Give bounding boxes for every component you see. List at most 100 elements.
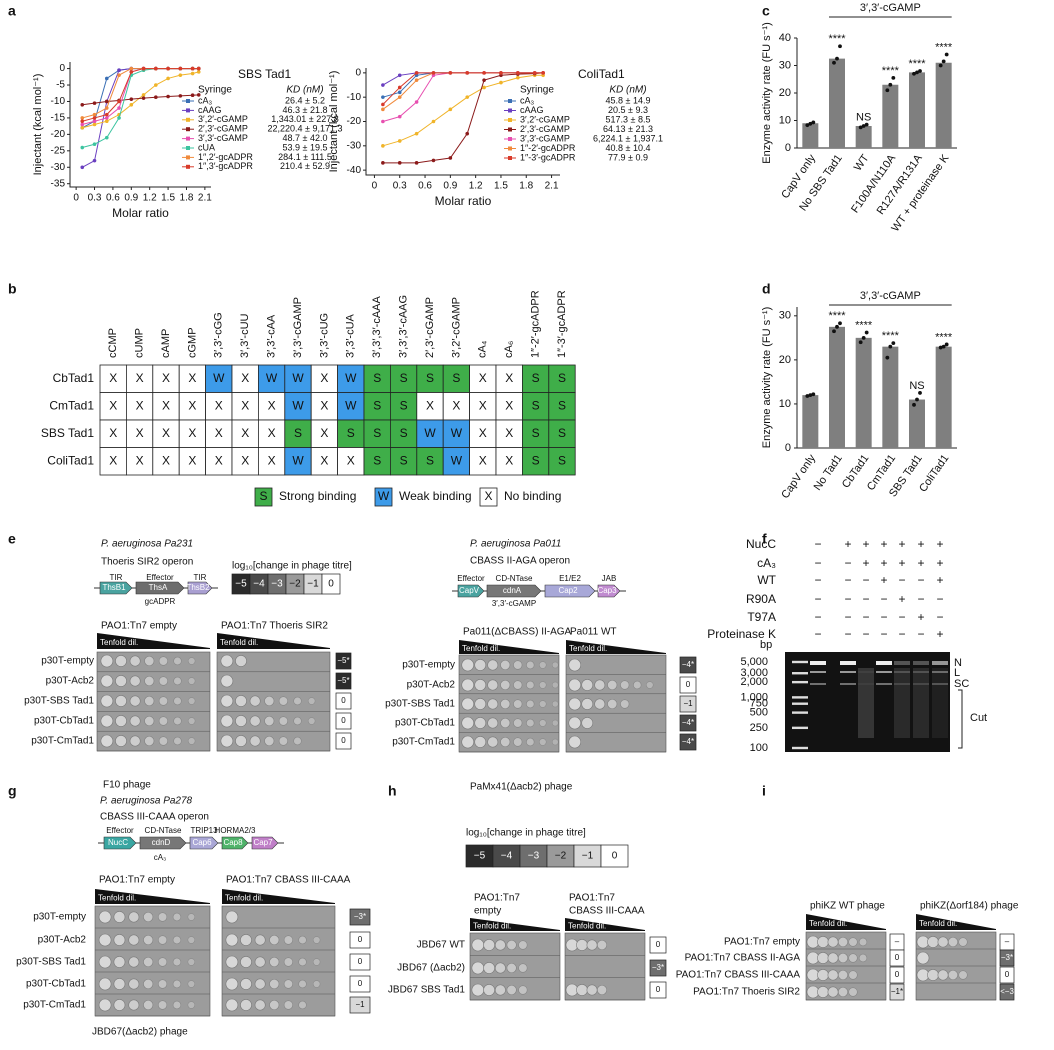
panel-label: h [388,783,397,799]
plaque-spot [128,934,140,946]
legend-swatch [508,108,512,113]
replicate-point [888,82,893,87]
legend-swatch [186,146,190,150]
titer-label: 0 [656,985,661,994]
plaque-spot [474,698,487,710]
legend-label: 3′,3′-cGAMP [520,133,570,143]
legend-value: 22,220.4 ± 9,171.3 [267,124,342,134]
titer-label: 0 [656,940,661,949]
legend-label: 3′,2′-cGAMP [198,114,248,124]
dilution-triangle [470,918,560,931]
panel-label: i [762,783,766,799]
y-tick-label: -20 [51,129,66,140]
replicate-point [808,393,813,398]
replicate-point [891,75,896,80]
data-point [104,116,109,120]
titer-box [999,966,1015,984]
plaque-spot [249,715,261,727]
plaque-spot [506,939,517,951]
gene-name: ThsA [149,583,168,592]
y-tick-label: -30 [347,140,362,151]
gel-band [840,661,856,665]
lane-sign: − [814,537,821,551]
plaque-spot [858,937,868,947]
cell-text: X [162,453,170,467]
plaque-spot [576,984,588,996]
data-point [397,90,402,95]
plaque-spot [143,978,154,990]
lane-sign: − [814,556,821,570]
dilution-label: Tenfold dil. [220,638,258,647]
y-tick-label: 10 [779,398,791,410]
data-point [80,116,85,120]
titer-label: −3* [1001,953,1013,962]
data-point [129,102,134,107]
data-point [516,75,520,80]
lane-sign: + [898,592,905,606]
plaque-spot [98,955,112,969]
gel-band [840,671,856,673]
plaque-spot [157,957,168,967]
plaque-spot [143,934,154,946]
plaque-spot [157,935,168,945]
legend-value: 284.1 ± 111.5 [278,152,332,162]
table-cell [205,364,233,393]
data-point [381,102,385,107]
plaque-spot [173,656,182,666]
legend-swatch [508,99,512,103]
plaque-spot [129,735,141,747]
condition-label: NucC [746,537,776,551]
table-cell [442,392,471,421]
plaque-spot [113,934,126,946]
cell-text: X [188,371,196,385]
data-point [381,119,385,124]
replicate-point [912,71,916,76]
titer-label: −1 [355,1000,365,1009]
table-cell [257,447,286,476]
ladder-label: 5,000 [740,656,768,668]
lane-sign: − [844,610,851,624]
plaque-spot [100,734,114,748]
gene-name: Cap8 [223,838,243,847]
plaque-spot [461,678,475,692]
data-point [448,107,453,112]
gene-arrow [135,581,185,595]
gel-band [932,671,948,673]
titer-label: 0 [341,716,346,725]
plaque-spot [98,977,112,991]
legend-value: 77.9 ± 0.9 [608,152,648,162]
data-point [80,102,85,107]
dilution-triangle [97,633,210,649]
data-point [92,116,97,120]
y-tick-label: 0 [355,68,361,79]
table-cell [389,392,418,421]
plaque-spot [538,700,547,708]
significance-label: **** [828,310,846,322]
plaque-spot [113,956,126,968]
cut-label: Cut [970,712,987,724]
x-tick-label: 1.8 [519,181,533,192]
cell-text: X [452,398,460,412]
legend-swatch [186,108,190,113]
cell-text: X [215,453,223,467]
row-label: PAO1:Tn7 CBASS II-AGA [685,953,801,964]
condition-label: R90A [746,592,776,606]
cell-text: X [109,371,117,385]
gel-band [913,671,929,673]
replicate-point [885,88,890,93]
plaque-spot [538,719,547,727]
x-tick-label: CapV only [779,452,818,501]
column-header: 3′,3′,3′-cAAA [371,296,383,358]
plaque-spot [947,969,959,981]
data-point [129,66,134,71]
plaque-spot [471,938,485,952]
significance-label: **** [882,330,900,342]
gene-arrow [457,584,485,598]
plaque-spot [827,969,839,981]
dilution-label: Tenfold dil. [809,919,847,928]
row-label: p30T-Acb2 [407,680,456,691]
plaque-spot [278,716,289,726]
dilution-triangle [95,889,210,904]
dilution-triangle [806,914,886,930]
